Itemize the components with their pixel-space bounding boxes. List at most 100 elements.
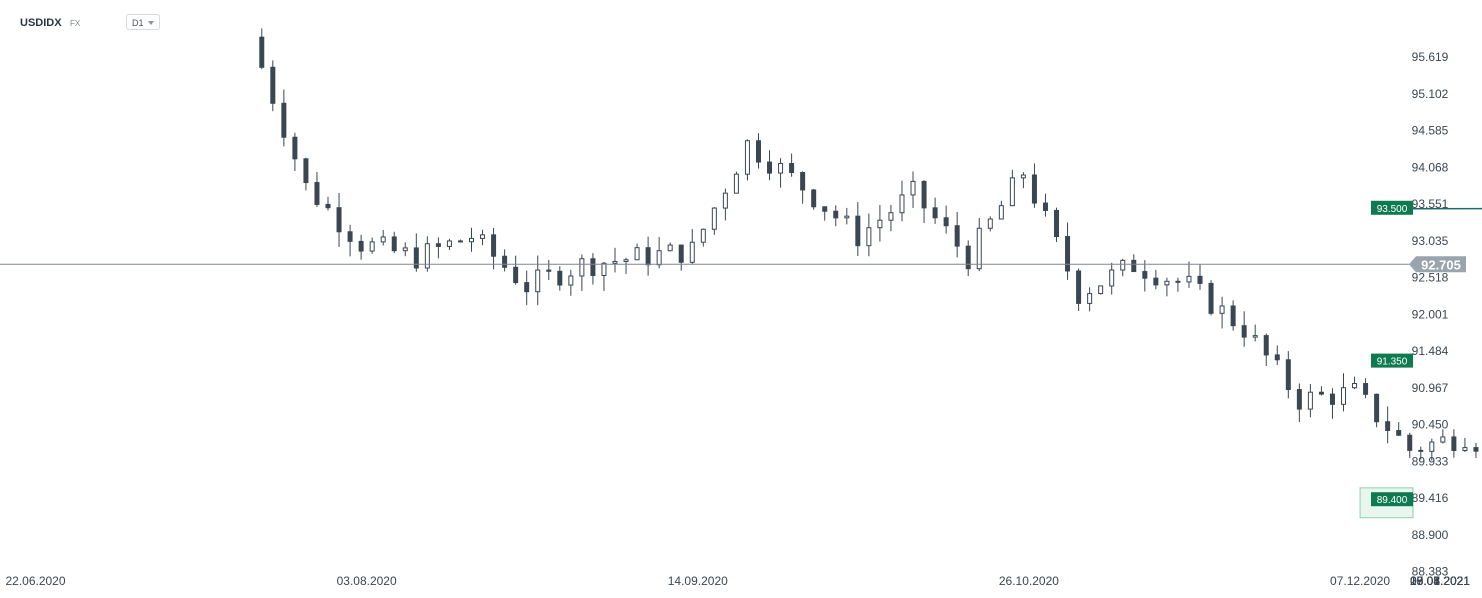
y-tick-label: 93.035 [1412, 234, 1449, 248]
candle-body [1396, 430, 1402, 436]
candle [524, 270, 530, 306]
candle [1197, 263, 1203, 290]
candle [866, 213, 872, 257]
candle [755, 133, 761, 169]
x-tick-label: 26.10.2020 [999, 574, 1059, 588]
candle [998, 200, 1004, 220]
y-tick-label: 94.068 [1412, 160, 1449, 174]
level-tag [1371, 200, 1413, 215]
candle-body [789, 162, 795, 174]
overlays [0, 207, 1482, 265]
candle-body [711, 207, 717, 230]
y-tick-label: 95.619 [1412, 50, 1449, 64]
candle-body [1263, 335, 1269, 356]
candle [568, 269, 574, 296]
candle [391, 231, 397, 254]
candle-body [601, 262, 607, 276]
candle-body [524, 282, 530, 293]
y-tick-label: 95.102 [1412, 87, 1449, 101]
candle [281, 89, 287, 147]
y-axis: 95.619 95.102 94.585 94.068 93.551 93.035 92.5… [1371, 50, 1466, 579]
candle [678, 244, 684, 271]
candle-body [1009, 177, 1015, 207]
candle-body [689, 241, 695, 263]
candle-body [358, 240, 364, 252]
candle-body [1296, 389, 1302, 410]
candle [336, 193, 342, 247]
candle-body [954, 225, 960, 247]
candle-body [1164, 280, 1170, 286]
candle-body [645, 247, 651, 266]
candle-body [480, 234, 486, 239]
candle [899, 180, 905, 222]
candle [733, 171, 739, 194]
candle-body [1374, 393, 1380, 423]
x-tick-label: 15.04.2021 [1410, 574, 1470, 588]
candle-body [391, 236, 397, 252]
candle-body [1451, 436, 1457, 452]
candle-body [700, 228, 706, 243]
y-tick-label: 92.518 [1412, 271, 1449, 285]
timeframe-dropdown[interactable]: D1 [126, 14, 160, 30]
candle-body [1020, 174, 1026, 179]
candle [1230, 300, 1236, 331]
candle [722, 188, 728, 221]
level-tag [1371, 492, 1413, 507]
candle-body [1352, 383, 1358, 389]
candle [667, 242, 673, 252]
candle [1385, 406, 1391, 444]
candle-body [1065, 236, 1071, 272]
candle-body [678, 244, 684, 263]
candle [1418, 446, 1424, 460]
candle-body [800, 172, 806, 191]
candle [1462, 437, 1468, 453]
candle [1054, 207, 1060, 242]
candle-body [1329, 393, 1335, 405]
candle [822, 206, 828, 221]
candle-body [1087, 293, 1093, 304]
candle-body [1153, 277, 1159, 286]
candle-body [1407, 434, 1413, 451]
candle-body [866, 227, 872, 247]
candle [402, 242, 408, 257]
y-tick-label: 89.933 [1412, 454, 1449, 468]
candle-body [1076, 270, 1082, 304]
candle-body [1054, 209, 1060, 238]
candle-body [656, 250, 662, 266]
candle [833, 205, 839, 227]
candle-body [1252, 335, 1258, 338]
candle-body [1186, 275, 1192, 283]
candle [1285, 351, 1291, 399]
candle [877, 205, 883, 242]
candle-body [1285, 359, 1291, 391]
candle-body [1098, 285, 1104, 295]
candle [1175, 277, 1181, 292]
x-tick-label: 20.01.2021 [1410, 574, 1470, 588]
candle [612, 247, 618, 273]
candle [844, 207, 850, 225]
candle-body [270, 66, 276, 104]
chevron-down-icon [148, 21, 154, 25]
candle-body [1219, 305, 1225, 314]
candle [855, 202, 861, 257]
candle [1396, 422, 1402, 437]
candle [1263, 333, 1269, 367]
level-tag-label: 93.500 [1377, 204, 1408, 215]
candle-body [546, 269, 552, 272]
candle [1352, 376, 1358, 390]
candle-body [822, 206, 828, 212]
candle [1098, 285, 1104, 295]
candle-body [457, 240, 463, 243]
candle-body [491, 234, 497, 257]
candle-body [402, 247, 408, 252]
candle [767, 150, 773, 181]
candle [546, 260, 552, 280]
candle [1065, 222, 1071, 280]
candle [1042, 193, 1048, 217]
candle-body [281, 102, 287, 138]
y-tick-label: 89.416 [1412, 491, 1449, 505]
level-tag-label: 91.350 [1377, 357, 1408, 368]
candle [480, 229, 486, 246]
market-label: FX [70, 19, 81, 28]
